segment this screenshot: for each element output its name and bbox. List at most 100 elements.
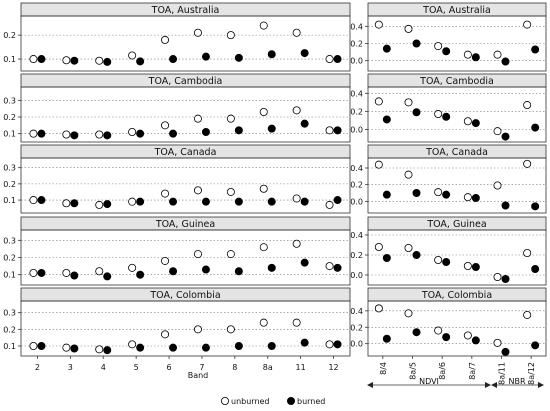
unburned-point	[226, 250, 235, 259]
x-tick-label: 6	[167, 363, 172, 372]
burned-point	[103, 272, 112, 281]
panel-frame	[20, 15, 351, 72]
unburned-point	[404, 98, 413, 107]
burned-point	[136, 343, 145, 352]
burned-point	[442, 257, 451, 266]
unburned-point	[325, 262, 334, 271]
unburned-point	[259, 108, 268, 117]
unburned-point	[493, 338, 502, 347]
unburned-point	[29, 196, 38, 205]
burned-point	[531, 264, 540, 273]
burned-point	[412, 108, 421, 117]
burned-point	[412, 328, 421, 337]
burned-point	[37, 341, 46, 350]
burned-point	[267, 341, 276, 350]
group-label-ndvi: NDVI	[419, 377, 439, 386]
y-tick-label: 0.2	[350, 323, 363, 332]
right-panel-3: TOA, Guinea 0.0 0.2 0.4	[350, 216, 547, 286]
unburned-point	[325, 340, 334, 349]
unburned-point	[523, 159, 532, 168]
burned-point	[501, 201, 510, 210]
panel-frame	[367, 86, 547, 143]
right-panels: TOA, Australia 0.0 0.2 0.4 TOA, Cambodia 0.0 0…	[350, 2, 547, 357]
unburned-point	[523, 20, 532, 29]
burned-point	[201, 197, 210, 206]
x-tick-label: 8a/11	[498, 362, 507, 385]
burned-point	[201, 343, 210, 352]
panel-title: TOA, Australia	[151, 5, 220, 16]
unburned-point	[523, 310, 532, 319]
burned-point	[70, 199, 79, 208]
burned-point	[531, 45, 540, 54]
right-panel-4: TOA, Colombia 0.0 0.2 0.4	[350, 287, 547, 357]
unburned-point	[493, 181, 502, 190]
panel-title: TOA, Colombia	[149, 290, 220, 301]
burned-point	[531, 341, 540, 350]
burned-point	[234, 197, 243, 206]
x-tick-label: 8a	[263, 363, 273, 372]
burned-point	[412, 39, 421, 48]
burned-point	[501, 57, 510, 66]
burned-point	[267, 197, 276, 206]
unburned-point	[193, 250, 202, 259]
unburned-point	[292, 318, 301, 327]
y-tick-label: 0.2	[3, 31, 16, 40]
burned-point	[300, 49, 309, 58]
burned-point	[300, 119, 309, 128]
unburned-point	[62, 268, 71, 277]
unburned-point	[161, 35, 170, 44]
burned-point	[471, 53, 480, 62]
x-tick-label: 8a/7	[468, 362, 477, 380]
legend: unburned burned	[220, 396, 325, 406]
burned-point	[37, 55, 46, 64]
unburned-point	[62, 56, 71, 65]
right-panel-1: TOA, Cambodia 0.0 0.2 0.4	[350, 73, 547, 143]
x-tick-label: 11	[296, 363, 306, 372]
burned-point	[333, 126, 342, 135]
unburned-point	[292, 194, 301, 203]
unburned-point	[226, 114, 235, 123]
y-tick-label: 0.3	[3, 164, 16, 173]
burned-point	[103, 200, 112, 209]
y-tick-label: 0.2	[3, 325, 16, 334]
panel-title: TOA, Colombia	[421, 290, 492, 301]
unburned-point	[62, 130, 71, 139]
unburned-point	[226, 325, 235, 334]
burned-point	[531, 123, 540, 132]
burned-point	[501, 347, 510, 356]
burned-point	[37, 129, 46, 138]
burned-point	[234, 126, 243, 135]
unburned-point	[434, 255, 443, 264]
burned-point	[333, 196, 342, 205]
unburned-point	[463, 261, 472, 270]
burned-point	[169, 343, 178, 352]
burned-point	[382, 334, 391, 343]
group-arrows: NDVI NBR	[367, 377, 544, 388]
burned-point	[201, 52, 210, 61]
burned-point	[382, 115, 391, 124]
y-tick-label: 0.4	[350, 231, 363, 240]
unburned-point	[404, 243, 413, 252]
y-tick-label: 0.4	[350, 89, 363, 98]
burned-point	[37, 196, 46, 205]
unburned-point	[325, 200, 334, 209]
panel-frame	[367, 300, 547, 357]
y-tick-label: 0.2	[350, 107, 363, 116]
x-tick-label: 4	[101, 363, 106, 372]
burned-point	[412, 188, 421, 197]
burned-point	[300, 258, 309, 267]
unburned-point	[292, 28, 301, 37]
unburned-point	[29, 268, 38, 277]
y-tick-label: 0.4	[350, 22, 363, 31]
x-tick-label: 2	[35, 363, 40, 372]
y-tick-label: 0.0	[350, 340, 363, 349]
burned-point	[442, 112, 451, 121]
burned-point	[442, 47, 451, 56]
x-tick-label: 8/4	[379, 362, 388, 375]
unburned-point	[128, 263, 137, 272]
unburned-point	[404, 24, 413, 33]
panel-frame	[20, 229, 351, 286]
left-panel-4: TOA, Colombia 0.1 0.2 0.3	[3, 287, 351, 357]
unburned-point	[259, 21, 268, 30]
right-panel-2: TOA, Canada 0.0 0.2 0.4	[350, 144, 547, 214]
